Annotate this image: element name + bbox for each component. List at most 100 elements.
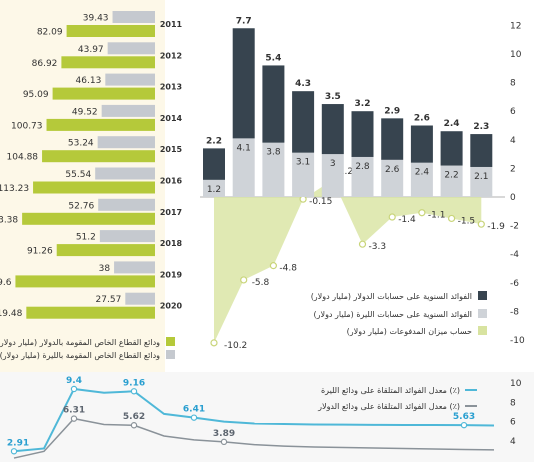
rate-label: 3.89 [213, 429, 235, 439]
usd-interest-bar [292, 91, 315, 153]
bop-label: -3.3 [369, 242, 387, 252]
y-tick-label: 0 [510, 193, 516, 203]
legend-swatch [478, 309, 487, 318]
rate-y-tick: 4 [510, 437, 516, 447]
bop-point [210, 339, 218, 347]
lira-deposit-bar [105, 73, 155, 86]
usd-deposit-label: 91.26 [27, 247, 53, 257]
rate-line [13, 387, 495, 453]
rate-label: 9.16 [123, 378, 145, 388]
lira-interest-bar [381, 159, 404, 197]
usd-interest-bar [351, 111, 374, 157]
lira-interest-bar [232, 138, 255, 197]
lira-interest-label: 2.6 [385, 165, 400, 175]
rate-line [13, 417, 495, 459]
bop-point [418, 209, 426, 217]
bop-label: -4.8 [279, 264, 297, 274]
usd-deposit-bar [15, 275, 155, 288]
y-tick-label: 2 [510, 164, 516, 174]
bop-label: -10.2 [224, 341, 247, 351]
bop-label: -1.9 [487, 222, 505, 232]
lira-interest-label: 3.1 [296, 158, 310, 168]
rate-point [460, 421, 468, 429]
year-label: 2016 [160, 177, 183, 186]
usd-interest-bar [410, 125, 433, 163]
lira-deposit-label: 38 [99, 264, 111, 274]
legend-swatch [478, 291, 487, 300]
legend-label: ودائع القطاع الخاص المقومة بالليرة (مليا… [0, 351, 160, 360]
usd-interest-label: 2.4 [444, 119, 460, 129]
usd-deposit-label: 123.38 [0, 215, 18, 225]
usd-interest-bar [321, 104, 344, 155]
lira-deposit-label: 53.24 [68, 139, 94, 149]
lira-deposit-label: 46.13 [76, 76, 102, 86]
usd-interest-label: 2.9 [384, 106, 400, 116]
balance-of-payments-area [214, 179, 482, 343]
y-tick-label: 4 [510, 136, 516, 146]
bop-label: -1.1 [428, 211, 446, 221]
usd-interest-label: 2.6 [414, 114, 430, 124]
lira-deposit-bar [107, 42, 155, 55]
year-label: 2018 [160, 239, 183, 248]
usd-deposit-label: 95.09 [23, 90, 49, 100]
lira-interest-bar [203, 179, 225, 197]
rate-label: 6.41 [183, 405, 205, 415]
usd-deposit-bar [42, 150, 155, 163]
rate-label: 2.91 [7, 438, 29, 448]
usd-deposit-bar [22, 212, 156, 225]
rate-label: 5.63 [453, 412, 475, 422]
y-tick-label: -8 [510, 307, 519, 317]
lira-deposit-bar [99, 230, 155, 243]
bop-point [477, 220, 485, 228]
lira-interest-label: 2.4 [415, 168, 430, 178]
usd-deposit-bar [61, 56, 155, 69]
usd-interest-label: 3.2 [355, 99, 371, 109]
lira-deposit-label: 39.43 [83, 14, 109, 24]
rate-point [130, 422, 138, 429]
rate-label: 6.31 [63, 406, 85, 416]
legend-label: الفوائد السنوية على حسابات الدولار (مليا… [311, 292, 472, 301]
usd-deposit-bar [56, 244, 155, 257]
legend-swatch [166, 337, 175, 346]
lira-deposit-bar [97, 136, 155, 149]
lira-deposit-bar [101, 104, 155, 117]
lira-interest-bar [440, 165, 463, 197]
lira-interest-bar [351, 156, 374, 197]
year-label: 2012 [160, 51, 182, 60]
lira-deposit-bar [114, 261, 155, 274]
usd-deposit-label: 129.6 [0, 278, 12, 288]
usd-interest-label: 7.7 [236, 16, 252, 26]
lira-deposit-bar [112, 11, 155, 23]
lira-interest-label: 3.8 [266, 148, 281, 158]
usd-interest-label: 3.5 [325, 92, 341, 102]
year-label: 2014 [160, 114, 183, 123]
lira-interest-label: 1.2 [207, 185, 221, 195]
bop-point [299, 195, 307, 203]
usd-interest-bar [440, 131, 463, 166]
usd-interest-label: 2.3 [473, 122, 489, 132]
lira-deposit-label: 49.52 [72, 107, 98, 117]
rate-y-tick: 8 [510, 398, 516, 408]
lira-interest-bar [262, 142, 285, 197]
lira-deposit-label: 51.2 [76, 233, 96, 243]
rate-point [220, 438, 228, 446]
bop-point [388, 213, 396, 221]
lira-interest-bar [470, 166, 493, 197]
rate-y-tick: 10 [510, 379, 522, 389]
y-tick-label: -4 [510, 250, 519, 260]
usd-interest-bar [470, 134, 493, 167]
usd-deposit-label: 119.48 [0, 309, 23, 319]
y-tick-label: -10 [510, 336, 525, 346]
rate-point [130, 388, 138, 395]
bottom-panel-bg [0, 372, 534, 462]
lira-deposit-label: 55.54 [65, 170, 91, 180]
legend-swatch [166, 350, 175, 359]
lira-interest-label: 2.2 [444, 171, 458, 181]
lira-interest-label: 4.1 [237, 143, 251, 153]
lira-deposit-label: 52.76 [68, 201, 94, 211]
usd-interest-bar [381, 118, 404, 160]
rate-point [10, 448, 18, 455]
y-tick-label: 12 [510, 21, 521, 31]
bop-label: -1.5 [458, 216, 476, 226]
lira-interest-label: 2.8 [355, 162, 370, 172]
